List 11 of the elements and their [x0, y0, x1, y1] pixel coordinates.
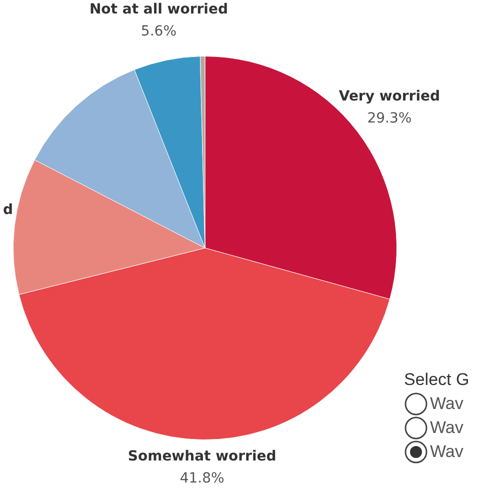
text: Select G [404, 370, 470, 390]
slice-label: Somewhat worried [128, 448, 276, 465]
data-label: 29.3% [367, 110, 412, 126]
slice-label: d [2, 202, 14, 218]
text: Wav [430, 442, 464, 462]
slice-label: Very worried [338, 88, 440, 104]
data-label: 5.6% [140, 24, 177, 40]
text: Wav [430, 418, 464, 438]
slice-label: Not at all worried [89, 2, 228, 18]
data-label: 41.8% [180, 470, 224, 487]
text: Wav [430, 394, 464, 414]
